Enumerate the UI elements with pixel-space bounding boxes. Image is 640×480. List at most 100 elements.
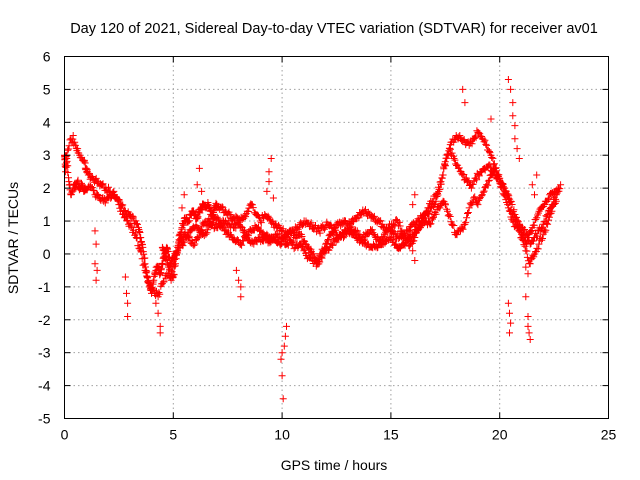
data-point [134,220,141,228]
data-point [478,192,486,200]
data-point [268,219,276,227]
data-point [353,227,361,235]
data-point [92,174,100,182]
data-point [64,169,72,176]
data-point [502,187,510,195]
data-point [444,207,451,215]
outlier-point [507,85,515,93]
data-point [445,211,453,219]
data-point [271,220,279,228]
data-point [527,228,535,236]
data-point [552,189,560,197]
data-point [475,172,483,180]
data-point [255,223,262,231]
data-point [481,136,489,144]
data-point [123,216,131,224]
data-point [468,140,476,148]
data-point [470,194,478,202]
data-point [484,177,492,185]
data-point [128,212,136,220]
data-point [184,218,192,226]
data-point [301,246,309,254]
data-point [331,225,339,233]
y-tick-label: 3 [43,147,51,163]
data-point [114,197,122,205]
outlier-point [504,299,512,307]
data-point [370,212,378,220]
data-point [118,204,126,212]
outlier-point [91,227,99,235]
data-point [389,236,397,244]
data-point [524,234,532,241]
data-point [112,193,120,201]
outlier-point [504,76,512,83]
data-point [289,227,297,235]
outlier-point [230,220,238,228]
data-point [554,188,562,195]
data-point [327,222,335,230]
outlier-point [509,112,517,120]
data-point [479,188,487,196]
data-point [310,250,318,258]
data-point [446,213,454,220]
outlier-point [180,191,188,199]
data-point [226,211,234,218]
outlier-point [525,329,533,337]
data-point [450,222,458,229]
outlier-point [531,191,538,199]
data-point [213,213,221,221]
outlier-point [509,99,517,107]
y-tick-label: 4 [43,114,51,130]
outlier-point [92,276,100,284]
data-point [455,164,463,172]
outlier-point [528,181,536,189]
y-axis-label: SDTVAR / TECUs [5,182,21,294]
data-point [317,253,325,261]
outlier-point [511,135,519,143]
data-point [190,241,198,249]
data-point [377,217,385,225]
data-point [545,213,553,221]
x-tick-label: 15 [383,427,399,443]
data-point [348,223,356,231]
outlier-point [265,168,273,176]
data-point [521,242,529,250]
outlier-point [506,329,513,337]
data-point [248,201,256,209]
outlier-point [93,266,101,274]
outlier-point [263,187,271,195]
data-point [548,207,556,215]
data-point [552,197,560,205]
data-point [275,230,283,238]
data-point [204,201,212,209]
data-point [167,276,175,284]
data-point [441,158,449,166]
outlier-point [526,336,534,343]
data-point [64,146,72,154]
data-point [133,234,141,242]
data-point [545,216,553,224]
data-point [160,246,168,254]
data-point [267,238,275,246]
data-point [142,269,150,277]
data-point [278,234,286,241]
y-tick-label: 5 [43,81,51,97]
data-point [378,220,386,228]
data-point [469,180,477,188]
data-point [491,164,499,172]
outlier-point [524,322,532,330]
data-point [132,230,140,238]
data-point [489,154,497,162]
data-point [249,204,257,212]
data-point [87,183,95,190]
data-point [307,219,315,227]
outlier-point [198,187,206,195]
x-tick-label: 25 [601,427,617,443]
data-point [265,214,273,222]
data-point [257,227,265,235]
data-point [140,260,148,268]
data-point [483,141,491,149]
data-point [94,191,101,199]
data-point [157,265,165,273]
